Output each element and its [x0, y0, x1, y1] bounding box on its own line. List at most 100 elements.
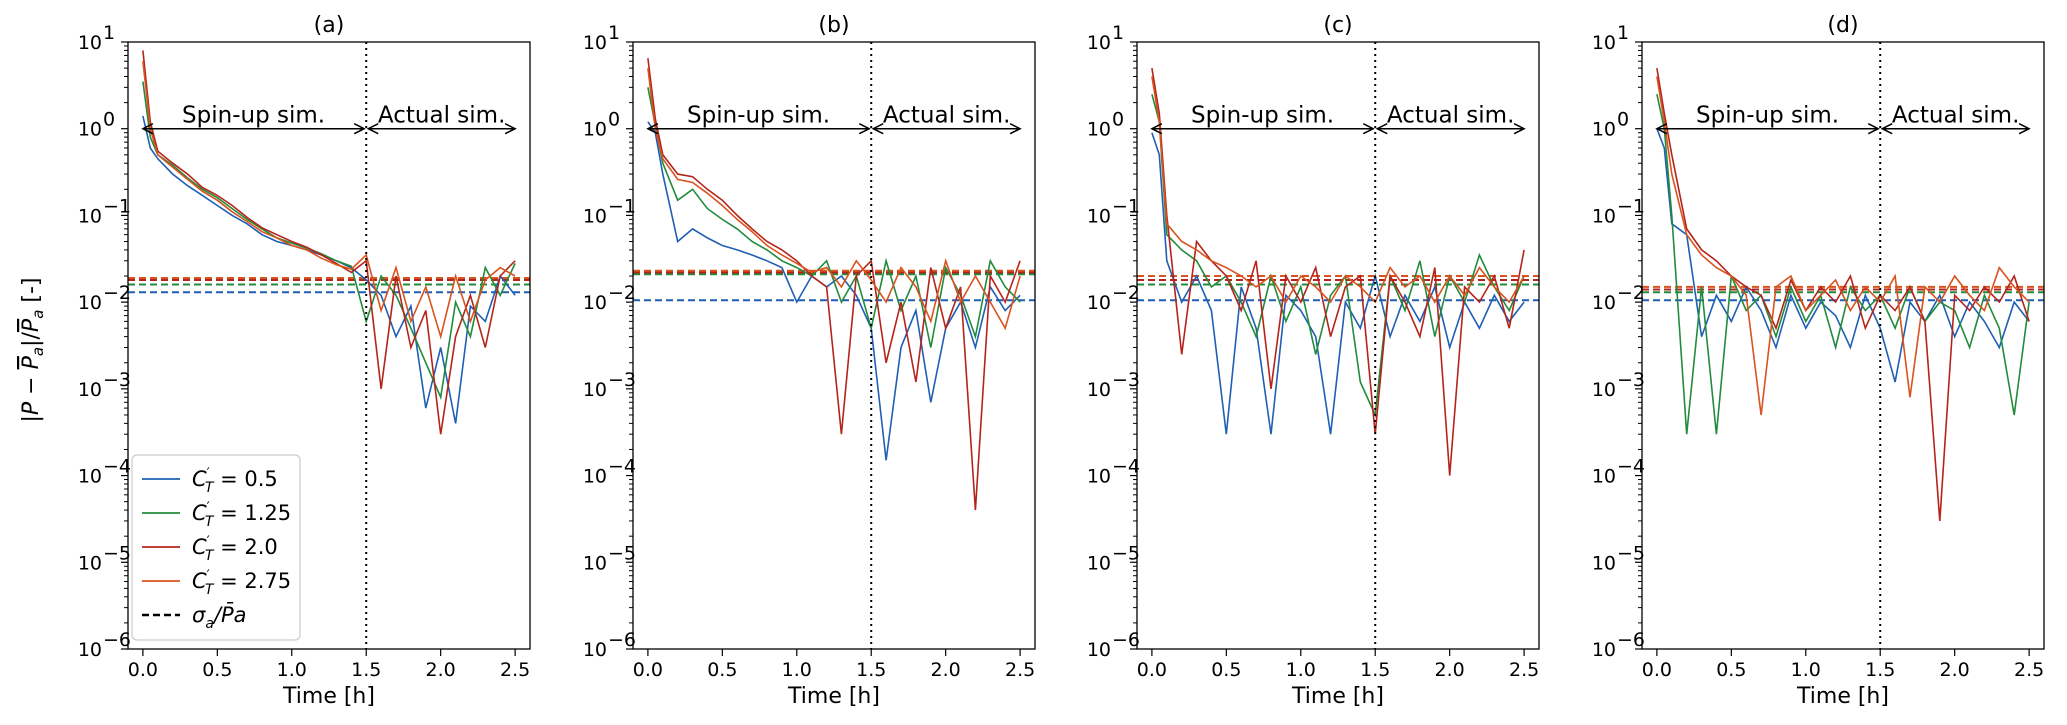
x-tick-label: 2.0 — [931, 659, 961, 681]
actual-annotation: Actual sim. — [883, 103, 1010, 129]
x-tick-label: 2.0 — [1940, 659, 1970, 681]
spinup-arrow-head-right — [1867, 123, 1880, 135]
x-tick-label: 0.0 — [633, 659, 663, 681]
x-tick-label: 0.5 — [202, 659, 232, 681]
y-tick-label: 10 — [78, 552, 102, 574]
plot-frame — [1641, 41, 2045, 650]
x-tick-label: 2.0 — [1435, 659, 1465, 681]
y-tick-exponent: −2 — [1617, 282, 1645, 304]
x-tick-label: 1.0 — [782, 659, 812, 681]
series-line — [1151, 67, 1525, 476]
plot-frame — [632, 41, 1036, 650]
y-tick-exponent: 0 — [608, 109, 620, 131]
y-tick-exponent: 1 — [103, 22, 115, 44]
y-tick-label: 10 — [78, 32, 102, 54]
series-line — [1656, 128, 2030, 383]
panel-title: (b) — [818, 13, 849, 38]
y-tick-exponent: −3 — [103, 369, 131, 391]
y-axis-label: |P − Pa|/Pa [-] — [19, 277, 47, 422]
y-tick-exponent: 0 — [103, 109, 115, 131]
y-tick-label: 10 — [1087, 552, 1111, 574]
y-tick-label: 10 — [78, 292, 102, 314]
series-line — [1656, 94, 2030, 435]
y-tick-label: 10 — [78, 466, 102, 488]
y-tick-label: 10 — [78, 119, 102, 141]
y-tick-exponent: −3 — [1112, 369, 1140, 391]
y-tick-exponent: −4 — [1617, 456, 1645, 478]
x-tick-label: 1.0 — [1286, 659, 1316, 681]
panel-title: (d) — [1827, 13, 1858, 38]
spinup-arrow-head-left — [1150, 123, 1163, 135]
x-axis-label: Time [h] — [282, 684, 375, 709]
y-tick-exponent: −6 — [608, 629, 636, 651]
actual-arrow-head-left — [366, 123, 379, 135]
series-line — [142, 115, 516, 424]
panel-title: (c) — [1323, 13, 1352, 38]
legend-box — [131, 454, 301, 641]
y-tick-label: 10 — [1592, 552, 1616, 574]
y-tick-label: 10 — [1592, 292, 1616, 314]
y-tick-exponent: 0 — [1617, 109, 1629, 131]
y-tick-exponent: −3 — [608, 369, 636, 391]
x-tick-label: 1.5 — [1360, 659, 1390, 681]
y-tick-exponent: −5 — [1617, 542, 1645, 564]
actual-arrow-head-left — [1375, 123, 1388, 135]
y-tick-exponent: −1 — [1112, 195, 1140, 217]
actual-annotation: Actual sim. — [1387, 103, 1514, 129]
spinup-annotation: Spin-up sim. — [687, 103, 830, 129]
panel-title: (a) — [314, 13, 345, 38]
spinup-arrow-head-left — [1655, 123, 1668, 135]
y-tick-label: 10 — [583, 32, 607, 54]
series-line — [1656, 76, 2030, 416]
series-line — [142, 81, 516, 401]
actual-annotation: Actual sim. — [378, 103, 505, 129]
series-line — [1151, 76, 1525, 304]
y-tick-exponent: −2 — [608, 282, 636, 304]
x-tick-label: 0.0 — [1137, 659, 1167, 681]
x-tick-label: 1.5 — [856, 659, 886, 681]
x-tick-label: 0.5 — [1716, 659, 1746, 681]
actual-arrow-head-left — [1880, 123, 1893, 135]
series-line — [1151, 132, 1525, 435]
series-line — [647, 68, 1021, 331]
x-tick-label: 1.0 — [1791, 659, 1821, 681]
y-tick-exponent: −4 — [1112, 456, 1140, 478]
y-tick-label: 10 — [1087, 379, 1111, 401]
spinup-arrow-head-right — [1362, 123, 1375, 135]
y-tick-label: 10 — [583, 205, 607, 227]
y-tick-label: 10 — [78, 639, 102, 661]
y-tick-exponent: −2 — [1112, 282, 1140, 304]
y-tick-exponent: −2 — [103, 282, 131, 304]
y-tick-label: 10 — [1087, 119, 1111, 141]
y-tick-label: 10 — [583, 552, 607, 574]
x-tick-label: 2.5 — [1509, 659, 1539, 681]
spinup-annotation: Spin-up sim. — [182, 103, 325, 129]
y-tick-label: 10 — [583, 639, 607, 661]
x-axis-label: Time [h] — [787, 684, 880, 709]
x-tick-label: 1.5 — [1865, 659, 1895, 681]
x-tick-label: 2.5 — [1005, 659, 1035, 681]
actual-arrow-head-right — [1009, 123, 1022, 135]
y-tick-exponent: −3 — [1617, 369, 1645, 391]
actual-annotation: Actual sim. — [1892, 103, 2019, 129]
series-line — [142, 50, 516, 435]
x-tick-label: 1.5 — [351, 659, 381, 681]
x-tick-label: 0.5 — [707, 659, 737, 681]
x-tick-label: 1.0 — [277, 659, 307, 681]
series-line — [647, 121, 1021, 461]
actual-arrow-head-right — [2018, 123, 2031, 135]
y-tick-exponent: −1 — [608, 195, 636, 217]
y-tick-label: 10 — [78, 205, 102, 227]
legend-label: C′ T = 2.0 — [192, 534, 278, 564]
legend: C′ T = 0.5 C′ T = 1.25 C′ T = 2.0 C′ T = 2.75 σa… — [131, 454, 301, 641]
y-tick-exponent: −6 — [1112, 629, 1140, 651]
y-tick-label: 10 — [1592, 119, 1616, 141]
y-tick-label: 10 — [1087, 466, 1111, 488]
y-tick-exponent: 1 — [1617, 22, 1629, 44]
y-tick-exponent: −5 — [103, 542, 131, 564]
plot-frame — [127, 41, 531, 650]
